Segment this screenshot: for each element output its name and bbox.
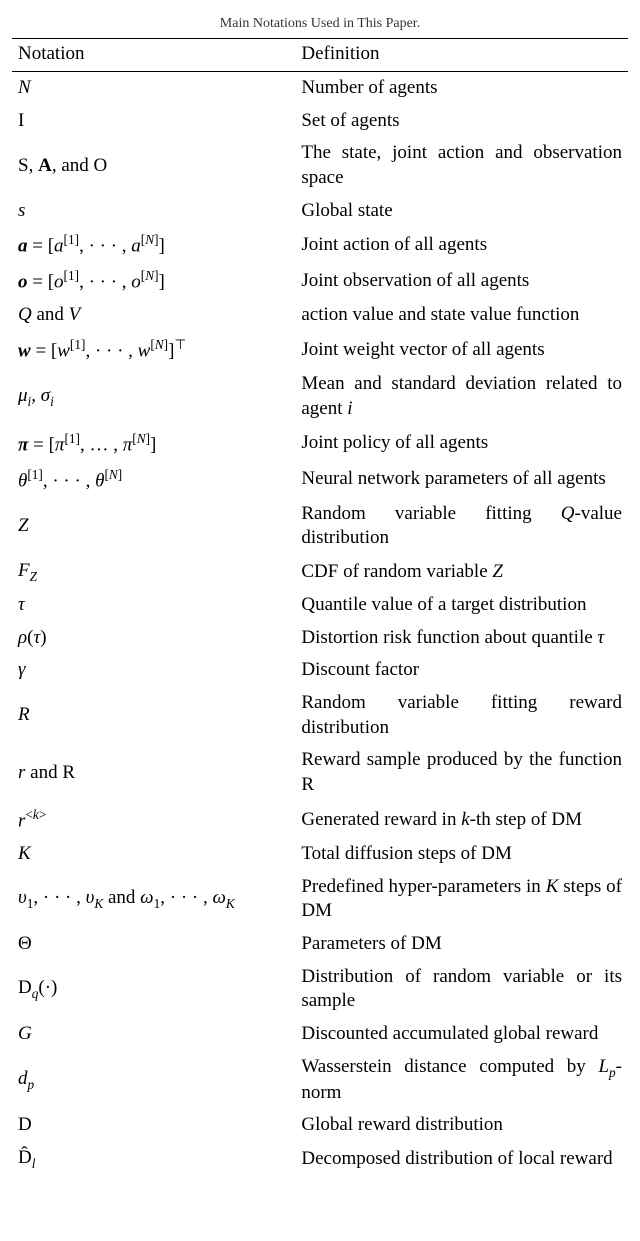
notation-cell: Dq(·) bbox=[12, 961, 295, 1018]
definition-cell: Mean and standard deviation related to a… bbox=[295, 368, 628, 425]
notation-cell: R bbox=[12, 687, 295, 744]
definition-cell: action value and state value function bbox=[295, 299, 628, 332]
notation-cell: τ bbox=[12, 589, 295, 622]
notation-cell: s bbox=[12, 195, 295, 228]
definition-cell: Decomposed distribution of local reward bbox=[295, 1142, 628, 1176]
definition-cell: Wasserstein distance computed by Lp-norm bbox=[295, 1051, 628, 1110]
definition-cell: Discounted accumulated global reward bbox=[295, 1018, 628, 1051]
definition-cell: Generated reward in k-th step of DM bbox=[295, 802, 628, 838]
table-row: Q and Vaction value and state value func… bbox=[12, 299, 628, 332]
table-row: Dq(·)Distribution of random variable or … bbox=[12, 961, 628, 1018]
definition-cell: Joint action of all agents bbox=[295, 227, 628, 263]
header-definition: Definition bbox=[295, 39, 628, 72]
notation-cell: π = [π[1], … , π[N]] bbox=[12, 426, 295, 462]
definition-cell: The state, joint action and observation … bbox=[295, 137, 628, 194]
notation-cell: a = [a[1], · · · , a[N]] bbox=[12, 227, 295, 263]
header-notation: Notation bbox=[12, 39, 295, 72]
notation-cell: Θ bbox=[12, 928, 295, 961]
definition-cell: Set of agents bbox=[295, 105, 628, 138]
notation-cell: G bbox=[12, 1018, 295, 1051]
notation-cell: Z bbox=[12, 498, 295, 555]
definition-cell: Random variable fitting Q-value distribu… bbox=[295, 498, 628, 555]
notation-cell: θ[1], · · · , θ[N] bbox=[12, 462, 295, 498]
table-row: o = [o[1], · · · , o[N]]Joint observatio… bbox=[12, 263, 628, 299]
definition-cell: Global reward distribution bbox=[295, 1109, 628, 1142]
definition-cell: Quantile value of a target distribution bbox=[295, 589, 628, 622]
table-row: π = [π[1], … , π[N]]Joint policy of all … bbox=[12, 426, 628, 462]
table-row: r and RReward sample produced by the fun… bbox=[12, 744, 628, 801]
table-row: dpWasserstein distance computed by Lp-no… bbox=[12, 1051, 628, 1110]
notation-cell: N bbox=[12, 72, 295, 105]
notations-table: Notation Definition NNumber of agentsISe… bbox=[12, 38, 628, 1176]
notation-cell: dp bbox=[12, 1051, 295, 1110]
table-row: ISet of agents bbox=[12, 105, 628, 138]
definition-cell: Parameters of DM bbox=[295, 928, 628, 961]
table-row: a = [a[1], · · · , a[N]]Joint action of … bbox=[12, 227, 628, 263]
table-caption: Main Notations Used in This Paper. bbox=[12, 16, 628, 32]
definition-cell: CDF of random variable Z bbox=[295, 555, 628, 589]
table-row: sGlobal state bbox=[12, 195, 628, 228]
definition-cell: Global state bbox=[295, 195, 628, 228]
notation-cell: υ1, · · · , υK and ω1, · · · , ωK bbox=[12, 871, 295, 928]
table-row: NNumber of agents bbox=[12, 72, 628, 105]
table-row: FZCDF of random variable Z bbox=[12, 555, 628, 589]
table-header-row: Notation Definition bbox=[12, 39, 628, 72]
table-row: ΘParameters of DM bbox=[12, 928, 628, 961]
notation-cell: Q and V bbox=[12, 299, 295, 332]
table-row: GDiscounted accumulated global reward bbox=[12, 1018, 628, 1051]
table-row: D̂lDecomposed distribution of local rewa… bbox=[12, 1142, 628, 1176]
table-row: υ1, · · · , υK and ω1, · · · , ωKPredefi… bbox=[12, 871, 628, 928]
table-row: μi, σiMean and standard deviation relate… bbox=[12, 368, 628, 425]
definition-cell: Discount factor bbox=[295, 654, 628, 687]
definition-cell: Predefined hyper-parameters in K steps o… bbox=[295, 871, 628, 928]
table-row: γDiscount factor bbox=[12, 654, 628, 687]
table-row: ZRandom variable fitting Q-value distrib… bbox=[12, 498, 628, 555]
table-row: DGlobal reward distribution bbox=[12, 1109, 628, 1142]
table-row: S, A, and OThe state, joint action and o… bbox=[12, 137, 628, 194]
notation-cell: o = [o[1], · · · , o[N]] bbox=[12, 263, 295, 299]
notation-cell: I bbox=[12, 105, 295, 138]
notation-cell: D̂l bbox=[12, 1142, 295, 1176]
table-row: θ[1], · · · , θ[N]Neural network paramet… bbox=[12, 462, 628, 498]
definition-cell: Joint weight vector of all agents bbox=[295, 332, 628, 368]
notation-cell: μi, σi bbox=[12, 368, 295, 425]
definition-cell: Total diffusion steps of DM bbox=[295, 838, 628, 871]
definition-cell: Joint policy of all agents bbox=[295, 426, 628, 462]
table-row: τQuantile value of a target distribution bbox=[12, 589, 628, 622]
notation-cell: γ bbox=[12, 654, 295, 687]
definition-cell: Random variable fitting reward distribut… bbox=[295, 687, 628, 744]
definition-cell: Number of agents bbox=[295, 72, 628, 105]
notation-cell: D bbox=[12, 1109, 295, 1142]
notation-cell: K bbox=[12, 838, 295, 871]
table-row: r<k>Generated reward in k-th step of DM bbox=[12, 802, 628, 838]
table-row: KTotal diffusion steps of DM bbox=[12, 838, 628, 871]
notation-cell: S, A, and O bbox=[12, 137, 295, 194]
notation-cell: FZ bbox=[12, 555, 295, 589]
definition-cell: Distortion risk function about quantile … bbox=[295, 622, 628, 655]
table-row: w = [w[1], · · · , w[N]]⊤Joint weight ve… bbox=[12, 332, 628, 368]
notation-cell: ρ(τ) bbox=[12, 622, 295, 655]
definition-cell: Distribution of random variable or its s… bbox=[295, 961, 628, 1018]
definition-cell: Joint observation of all agents bbox=[295, 263, 628, 299]
definition-cell: Neural network parameters of all agents bbox=[295, 462, 628, 498]
table-row: RRandom variable fitting reward distribu… bbox=[12, 687, 628, 744]
table-row: ρ(τ)Distortion risk function about quant… bbox=[12, 622, 628, 655]
notation-cell: r<k> bbox=[12, 802, 295, 838]
definition-cell: Reward sample produced by the function R bbox=[295, 744, 628, 801]
notation-cell: r and R bbox=[12, 744, 295, 801]
notation-cell: w = [w[1], · · · , w[N]]⊤ bbox=[12, 332, 295, 368]
